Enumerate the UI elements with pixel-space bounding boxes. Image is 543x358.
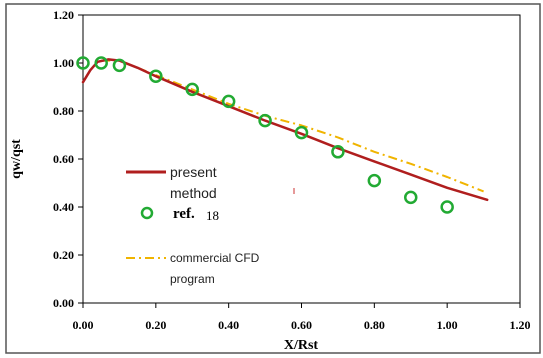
y-tick-label: 0.80 bbox=[53, 104, 74, 118]
legend-cfd-label-line1: commercial CFD bbox=[170, 251, 260, 265]
y-tick-label: 1.20 bbox=[53, 8, 74, 22]
y-tick-label: 0.00 bbox=[53, 296, 74, 310]
y-tick-label: 0.20 bbox=[53, 248, 74, 262]
y-tick-label: 0.40 bbox=[53, 200, 74, 214]
y-axis-label: qw/qst bbox=[9, 139, 24, 179]
y-tick-label: 0.60 bbox=[53, 152, 74, 166]
series-ref-18-point bbox=[94, 56, 108, 70]
series-present-method-line bbox=[81, 58, 489, 202]
legend-ref-swatch bbox=[140, 206, 154, 220]
series-ref-18-point bbox=[258, 113, 272, 128]
legend-present-label-line1: present bbox=[170, 164, 217, 180]
legend-ref-number: 18 bbox=[206, 208, 219, 223]
series-ref-18-point bbox=[76, 56, 90, 70]
series-ref-18-point bbox=[149, 69, 163, 83]
legend-ref-label: ref. bbox=[173, 206, 195, 222]
legend-present-label-line2: method bbox=[170, 185, 217, 201]
y-axis-ticks: 0.00 0.20 0.40 0.60 0.80 1.00 1.20 bbox=[53, 8, 83, 310]
legend-cfd-label-line2: program bbox=[170, 272, 215, 286]
series-commercial-cfd-program-line bbox=[101, 59, 484, 193]
series-ref-18-point bbox=[440, 200, 454, 214]
x-tick-label: 0.80 bbox=[364, 318, 385, 332]
x-tick-label: 0.00 bbox=[73, 318, 94, 332]
chart-frame bbox=[5, 3, 541, 354]
series-ref-18-point bbox=[331, 145, 345, 159]
x-axis-label: X/Rst bbox=[284, 338, 319, 353]
series-ref-18-point bbox=[367, 173, 382, 188]
series-ref-18-point bbox=[112, 58, 127, 73]
x-tick-label: 0.40 bbox=[218, 318, 239, 332]
y-tick-label: 1.00 bbox=[53, 56, 74, 70]
legend: present method ref. 18 commercial CFD pr… bbox=[126, 164, 260, 286]
x-tick-label: 0.60 bbox=[291, 318, 312, 332]
series-ref-18-point bbox=[404, 190, 418, 205]
series-ref-18-point bbox=[294, 125, 309, 140]
x-tick-label: 1.00 bbox=[437, 318, 458, 332]
series-ref-18-point bbox=[185, 82, 199, 97]
series-ref-18-point bbox=[221, 94, 236, 109]
x-tick-label: 1.20 bbox=[510, 318, 531, 332]
x-axis-ticks: 0.00 0.20 0.40 0.60 0.80 1.00 1.20 bbox=[73, 303, 531, 332]
x-tick-label: 0.20 bbox=[145, 318, 166, 332]
series-layer bbox=[76, 56, 489, 214]
